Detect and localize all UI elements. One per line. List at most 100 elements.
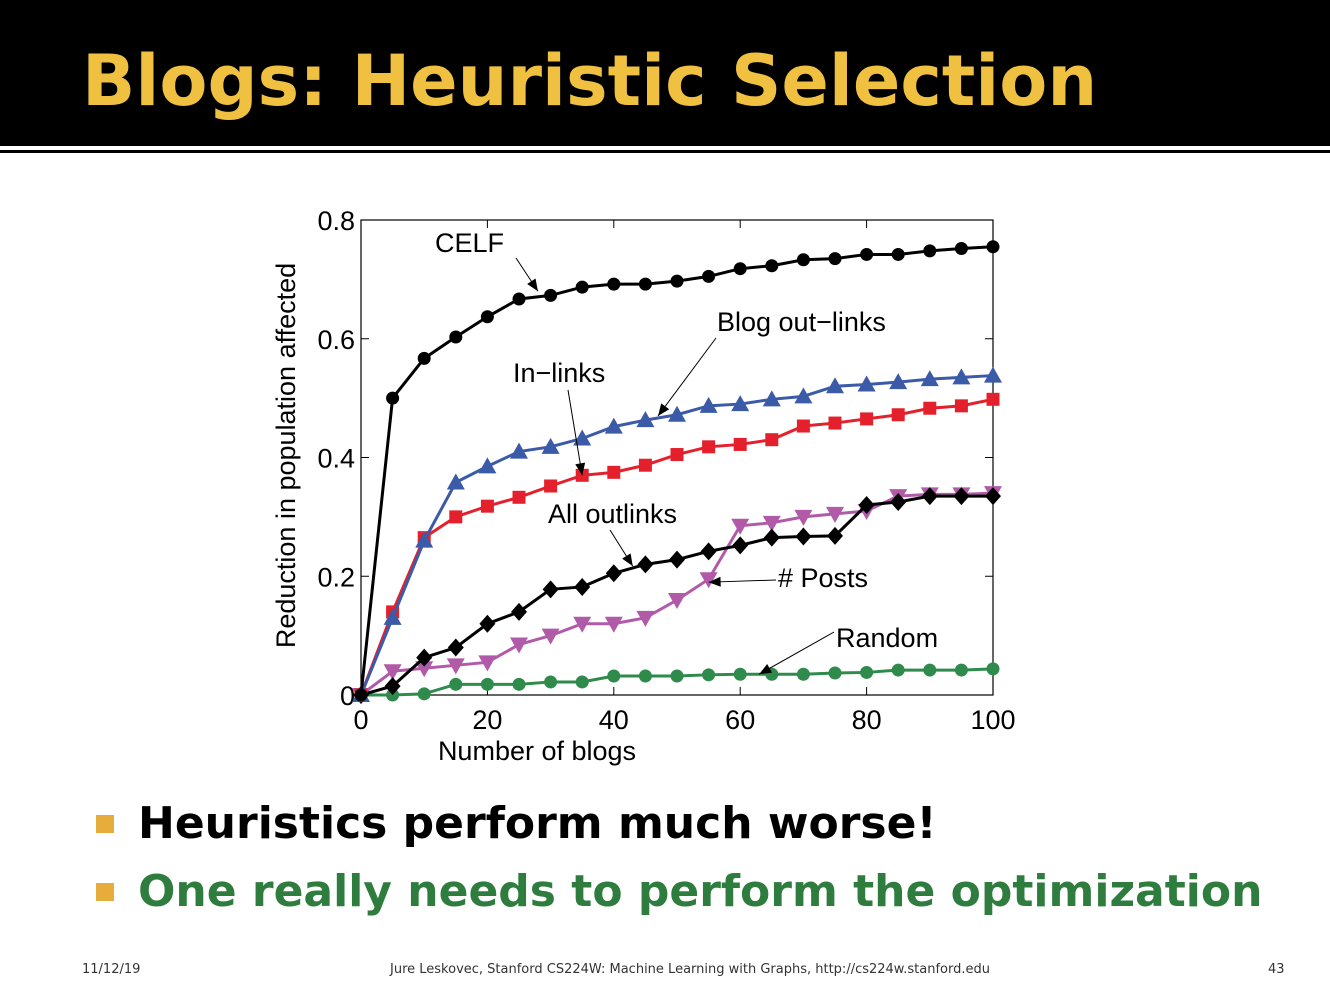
- data-point-all-outlinks: [953, 487, 970, 506]
- data-point-in-links: [954, 399, 968, 413]
- data-point-random: [607, 669, 621, 683]
- data-point-in-links: [544, 479, 558, 493]
- data-point-random: [891, 663, 905, 677]
- data-point-all-outlinks: [700, 542, 717, 561]
- data-point-random: [796, 667, 810, 681]
- data-point-blog-out-links: [920, 370, 939, 387]
- data-point-all-outlinks: [858, 496, 875, 514]
- annotation-arrow: [567, 389, 583, 476]
- data-point-in-links: [607, 465, 621, 479]
- data-point-celf: [702, 269, 716, 283]
- x-tick-label: 40: [599, 705, 629, 735]
- data-point-celf: [449, 330, 463, 344]
- data-point-celf: [796, 253, 810, 267]
- data-point-in-links: [828, 416, 842, 430]
- footer-date: 11/12/19: [82, 962, 141, 977]
- data-point-in-links: [670, 448, 684, 462]
- annotation-label: Blog out−links: [717, 307, 886, 337]
- data-point-random: [544, 675, 558, 689]
- data-point-posts: [668, 593, 686, 609]
- data-point-random: [670, 669, 684, 683]
- data-point-posts: [762, 515, 781, 532]
- data-point-in-links: [891, 408, 905, 422]
- data-point-all-outlinks: [763, 528, 780, 547]
- bullet-2-text: One really needs to perform the optimiza…: [138, 866, 1263, 917]
- x-tick-label: 80: [852, 705, 882, 735]
- footer-credit: Jure Leskovec, Stanford CS224W: Machine …: [390, 962, 990, 977]
- data-point-all-outlinks: [542, 580, 559, 599]
- data-point-all-outlinks: [574, 577, 591, 596]
- data-point-posts: [826, 506, 844, 523]
- annotation-arrow: [657, 337, 717, 417]
- data-point-blog-out-links: [826, 377, 844, 394]
- data-point-all-outlinks: [511, 602, 527, 621]
- data-point-celf: [575, 280, 589, 294]
- annotation-label: In−links: [513, 358, 605, 388]
- data-point-all-outlinks: [637, 555, 654, 574]
- data-point-blog-out-links: [984, 366, 1002, 383]
- title-divider: [0, 150, 1330, 153]
- data-point-in-links: [638, 458, 652, 472]
- data-point-all-outlinks: [827, 526, 843, 545]
- data-point-celf: [607, 277, 621, 291]
- data-point-in-links: [449, 510, 463, 524]
- annotation-arrowhead: [759, 663, 773, 675]
- data-point-blog-out-links: [573, 429, 592, 446]
- data-point-celf: [386, 391, 400, 405]
- data-point-blog-out-links: [383, 608, 402, 625]
- x-tick-label: 0: [353, 705, 368, 735]
- data-point-random: [828, 666, 842, 680]
- y-tick-label: 0.8: [317, 206, 355, 236]
- data-point-celf: [544, 288, 558, 302]
- y-tick-label: 0: [340, 681, 355, 711]
- data-point-celf: [638, 277, 652, 291]
- data-point-random: [702, 668, 716, 682]
- data-point-posts: [604, 616, 623, 633]
- data-point-random: [986, 662, 1000, 676]
- data-point-random: [860, 665, 874, 679]
- annotation-arrowhead: [658, 403, 670, 416]
- y-tick-label: 0.2: [317, 562, 355, 592]
- data-point-blog-out-links: [636, 411, 655, 428]
- data-point-all-outlinks: [416, 648, 433, 667]
- data-point-celf: [354, 688, 368, 702]
- data-point-blog-out-links: [794, 387, 813, 404]
- annotation-arrowhead: [575, 462, 586, 476]
- data-point-posts: [699, 572, 718, 589]
- data-point-all-outlinks: [921, 487, 938, 506]
- data-point-all-outlinks: [732, 536, 749, 555]
- data-point-celf: [954, 242, 968, 255]
- data-point-posts: [510, 637, 528, 654]
- data-point-celf: [417, 351, 431, 365]
- bullet-marker: [96, 814, 114, 833]
- bullet-marker: [96, 882, 114, 901]
- title-bar: [0, 0, 1330, 146]
- data-point-random: [449, 677, 463, 691]
- data-point-celf: [923, 244, 937, 258]
- bullet-1-text: Heuristics perform much worse!: [138, 798, 937, 849]
- annotation-arrowhead: [622, 553, 633, 567]
- data-point-in-links: [765, 433, 779, 447]
- x-tick-label: 20: [472, 705, 502, 735]
- data-point-in-links: [923, 401, 937, 415]
- x-axis-label: Number of blogs: [438, 736, 636, 766]
- data-point-celf: [891, 247, 905, 261]
- bullet-1: Heuristics perform much worse!: [96, 798, 937, 849]
- data-point-in-links: [860, 412, 874, 426]
- data-point-celf: [986, 240, 1000, 254]
- data-point-celf: [765, 259, 779, 273]
- data-point-in-links: [480, 499, 494, 513]
- data-point-all-outlinks: [795, 527, 812, 546]
- data-point-blog-out-links: [415, 531, 434, 548]
- data-point-blog-out-links: [731, 395, 750, 412]
- data-point-all-outlinks: [985, 487, 1001, 506]
- data-point-blog-out-links: [446, 473, 465, 490]
- data-point-blog-out-links: [478, 457, 497, 474]
- footer-page-number: 43: [1268, 962, 1285, 977]
- data-point-all-outlinks: [669, 550, 685, 569]
- y-axis-label: Reduction in population affected: [271, 263, 301, 648]
- x-tick-label: 100: [970, 705, 1015, 735]
- data-point-random: [923, 663, 937, 677]
- annotation-label: All outlinks: [548, 499, 677, 529]
